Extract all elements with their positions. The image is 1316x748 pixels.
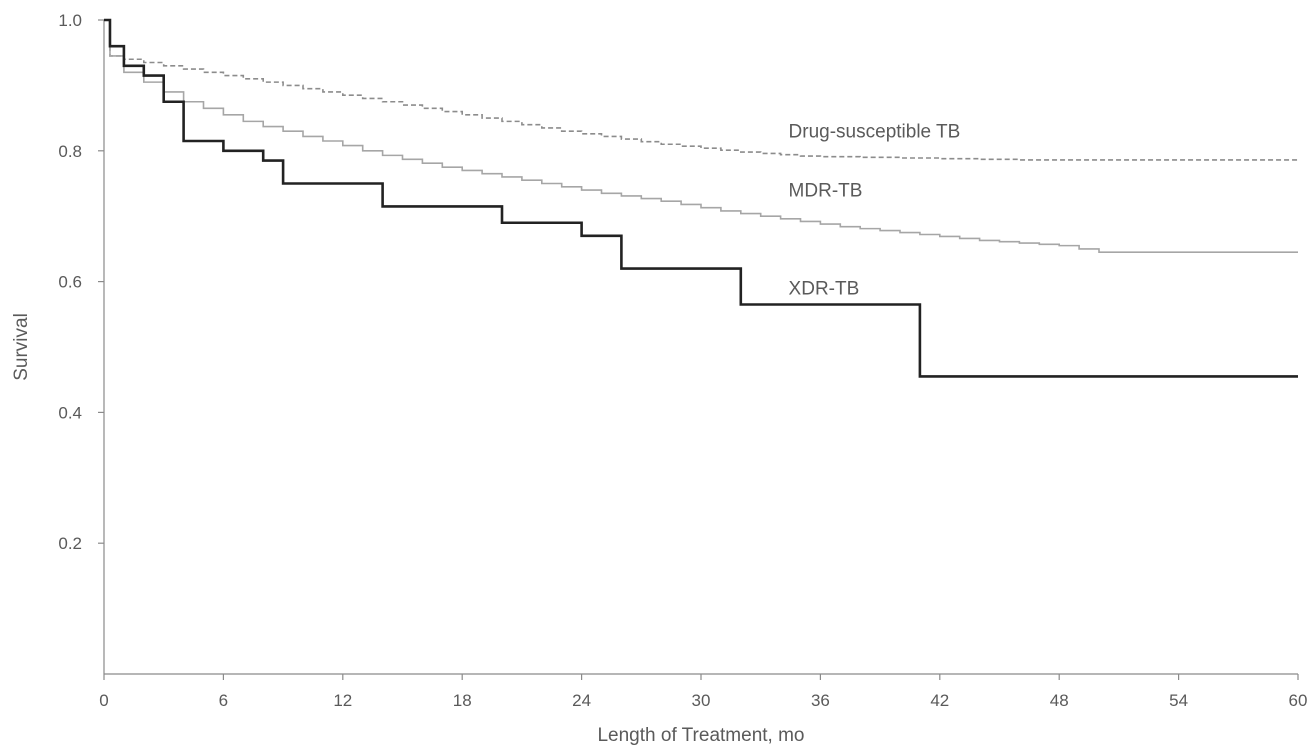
x-tick-label: 48	[1050, 691, 1069, 710]
series-line-1	[104, 19, 1298, 253]
y-tick-label: 0.4	[58, 403, 82, 422]
series-label-0: Drug-susceptible TB	[789, 122, 961, 143]
series-label-2: XDR-TB	[789, 279, 860, 300]
x-tick-label: 18	[453, 691, 472, 710]
x-tick-label: 12	[333, 691, 352, 710]
x-tick-label: 42	[930, 691, 949, 710]
x-ticks: 0 6 12 18 24 30 36 42 48 54 60	[99, 674, 1307, 710]
x-tick-label: 30	[692, 691, 711, 710]
y-tick-label: 1.0	[58, 11, 82, 30]
y-tick-label: 0.2	[58, 534, 82, 553]
series-labels: Drug-susceptible TB MDR-TB XDR-TB	[789, 122, 961, 300]
y-axis-title: Survival	[11, 313, 32, 381]
x-tick-label: 6	[219, 691, 228, 710]
y-ticks: 0.2 0.4 0.6 0.8 1.0	[58, 11, 104, 553]
x-tick-label: 0	[99, 691, 108, 710]
x-tick-label: 24	[572, 691, 591, 710]
series-line-0	[104, 19, 1298, 161]
x-tick-label: 60	[1289, 691, 1308, 710]
y-tick-label: 0.6	[58, 273, 82, 292]
axes	[103, 20, 1298, 675]
x-axis-title: Length of Treatment, mo	[597, 725, 804, 746]
x-tick-label: 36	[811, 691, 830, 710]
series-line-2	[104, 18, 1298, 378]
y-tick-label: 0.8	[58, 142, 82, 161]
series-label-1: MDR-TB	[789, 181, 863, 202]
x-tick-label: 54	[1169, 691, 1188, 710]
series-layer	[104, 18, 1298, 378]
